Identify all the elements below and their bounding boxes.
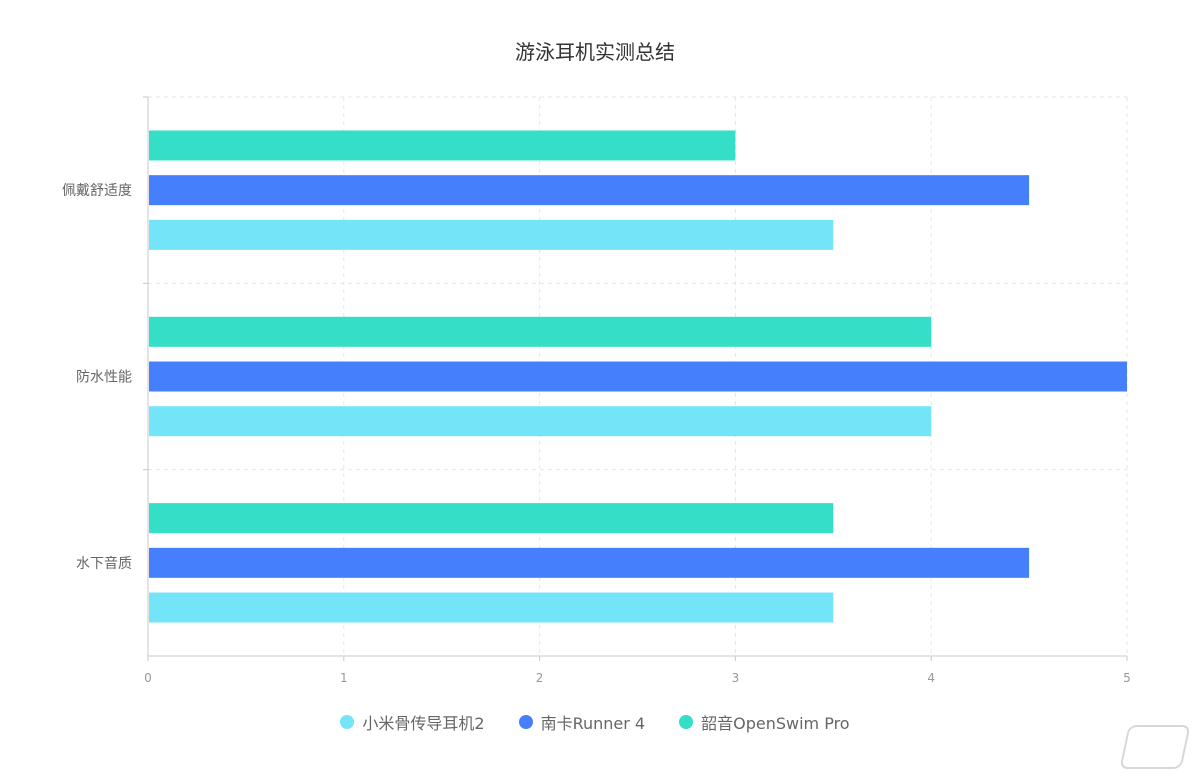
bar-0-2	[149, 592, 834, 623]
category-label-1: 防水性能	[76, 370, 132, 386]
legend-label-1: 南卡Runner 4	[540, 714, 646, 733]
legend-item-1[interactable]: 南卡Runner 4	[518, 710, 646, 734]
x-tick-label-4: 4	[927, 671, 935, 685]
bar-1-1	[149, 361, 1127, 392]
bar-1-0	[149, 175, 1030, 206]
legend-marker-0	[340, 715, 355, 729]
x-tick-label-5: 5	[1123, 671, 1131, 685]
legend-marker-1	[518, 715, 533, 729]
bar-0-0	[149, 219, 834, 250]
bar-2-2	[149, 503, 834, 534]
legend-marker-2	[679, 715, 694, 729]
category-label-0: 佩戴舒适度	[62, 183, 132, 199]
legend-label-2: 韶音OpenSwim Pro	[701, 714, 850, 733]
x-tick-label-2: 2	[536, 671, 544, 685]
legend-item-2[interactable]: 韶音OpenSwim Pro	[679, 710, 850, 734]
watermark-logo	[1119, 725, 1191, 769]
category-label-2: 水下音质	[76, 555, 132, 572]
x-tick-label-3: 3	[732, 671, 740, 685]
bar-1-2	[149, 547, 1030, 578]
bar-2-0	[149, 130, 736, 161]
legend: 小米骨传导耳机2 南卡Runner 4 韶音OpenSwim Pro	[0, 710, 1190, 734]
bar-2-1	[149, 316, 932, 347]
legend-item-0[interactable]: 小米骨传导耳机2	[340, 710, 485, 734]
x-tick-label-0: 0	[144, 671, 152, 685]
legend-label-0: 小米骨传导耳机2	[362, 714, 485, 733]
chart-title: 游泳耳机实测总结	[515, 40, 675, 64]
bar-0-1	[149, 406, 932, 437]
x-tick-label-1: 1	[340, 671, 348, 685]
